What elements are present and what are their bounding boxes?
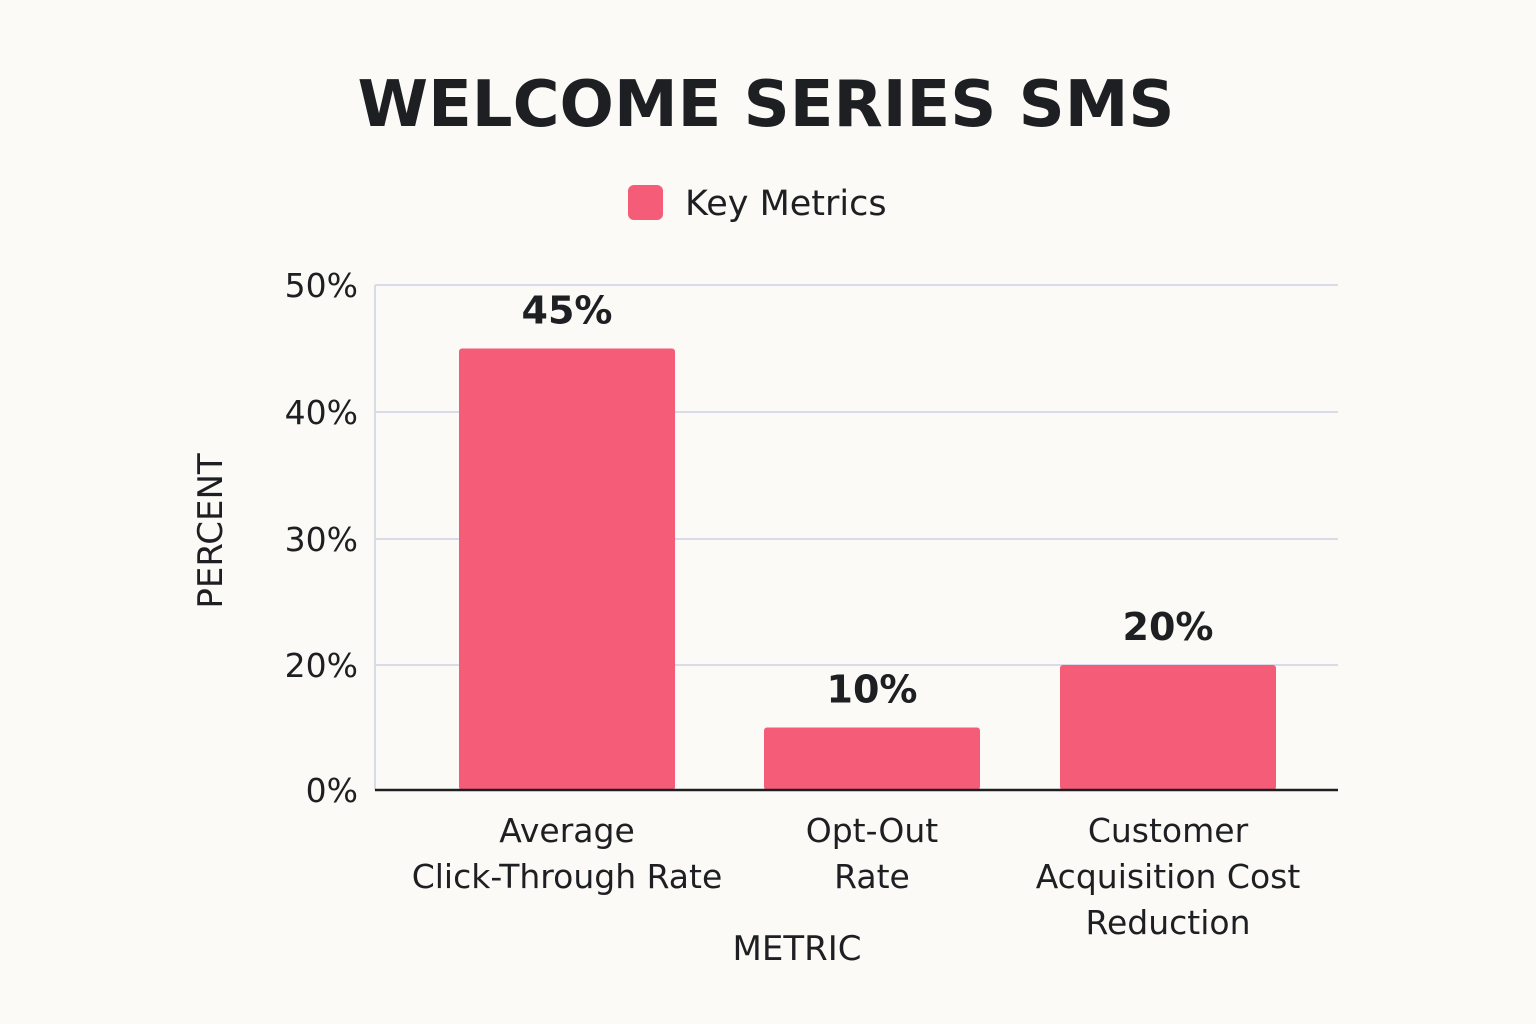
x-category-label: Average xyxy=(499,811,635,850)
legend-swatch xyxy=(628,185,663,220)
x-category-labels: Average Click-Through Rate Opt-Out Rate Cust… xyxy=(412,811,1301,942)
y-tick-label: 30% xyxy=(285,520,358,559)
legend: Key Metrics xyxy=(628,184,887,224)
bar xyxy=(459,348,675,790)
y-axis-label: PERCENT xyxy=(191,453,231,609)
chart-title: WELCOME SERIES SMS xyxy=(357,68,1174,142)
data-label: 20% xyxy=(1123,605,1214,649)
y-tick-label: 20% xyxy=(285,646,358,685)
data-labels: 45% 10% 20% xyxy=(522,289,1214,712)
y-tick-label: 50% xyxy=(285,266,358,305)
x-axis-label: METRIC xyxy=(733,929,862,969)
bar xyxy=(764,727,980,790)
x-category-label: Customer xyxy=(1088,811,1249,850)
x-category-label: Reduction xyxy=(1086,903,1251,942)
y-tick-label: 0% xyxy=(306,771,358,810)
y-tick-label: 40% xyxy=(285,393,358,432)
data-label: 10% xyxy=(827,668,918,712)
x-category-label: Opt-Out xyxy=(806,811,939,850)
data-label: 45% xyxy=(522,289,613,333)
x-category-label: Click-Through Rate xyxy=(412,857,723,896)
bar xyxy=(1060,665,1276,790)
x-category-label: Rate xyxy=(834,857,910,896)
bars xyxy=(459,348,1276,790)
y-tick-labels: 0% 20% 30% 40% 50% xyxy=(285,266,358,810)
x-category-label: Acquisition Cost xyxy=(1036,857,1301,896)
legend-label: Key Metrics xyxy=(685,184,887,224)
